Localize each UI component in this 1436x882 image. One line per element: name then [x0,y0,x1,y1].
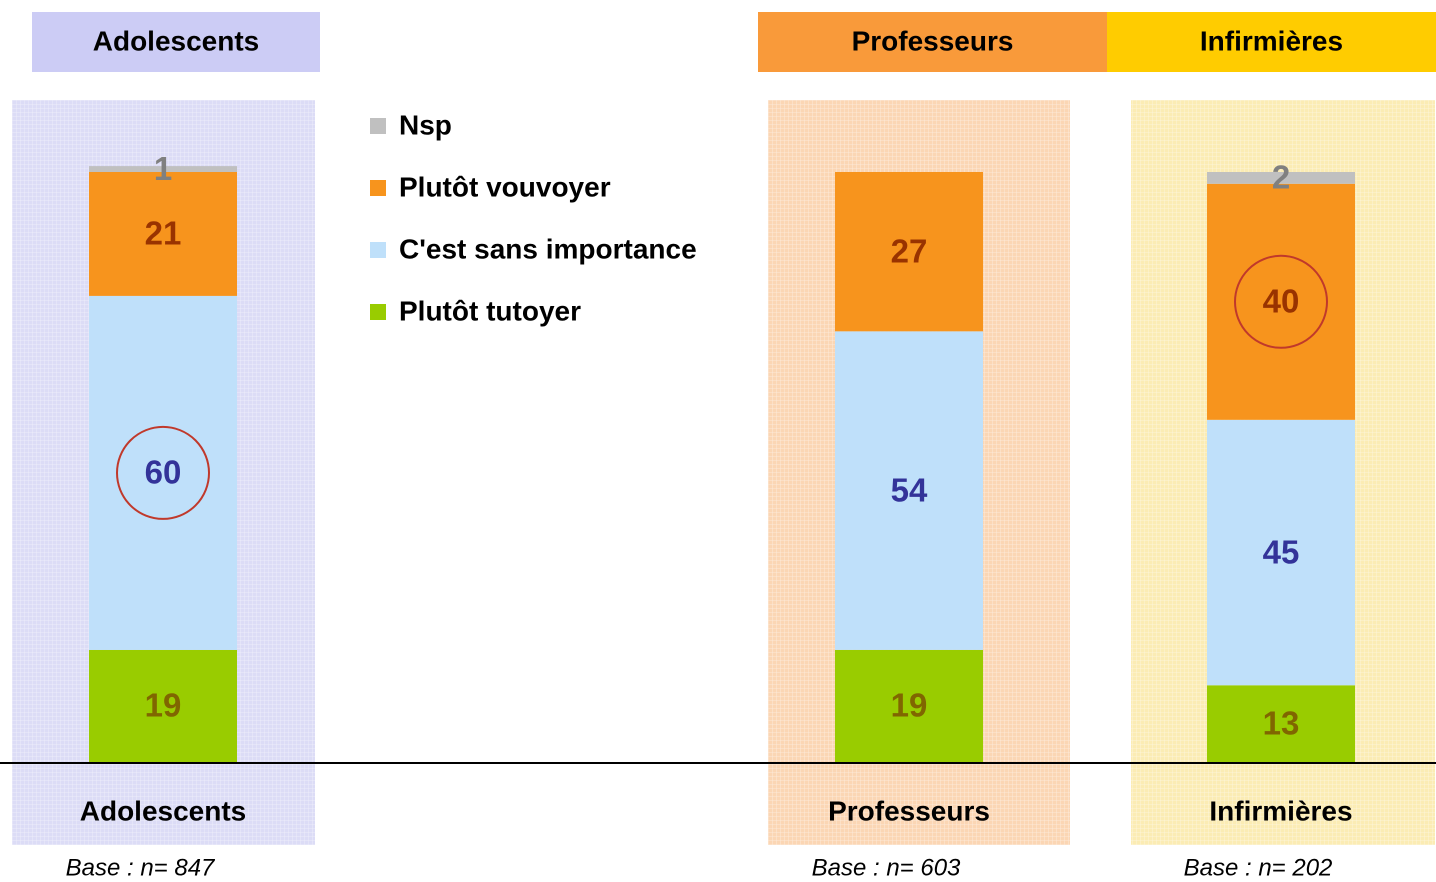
data-label: 45 [1263,533,1300,570]
legend-swatch [370,304,386,320]
data-label: 2 [1272,159,1290,196]
data-label: 19 [145,687,182,724]
legend-label: Plutôt tutoyer [399,295,581,326]
header-label: Adolescents [93,25,260,56]
bar-segment [89,166,237,172]
header-label: Professeurs [852,25,1014,56]
legend-label: Nsp [399,109,452,140]
data-label: 27 [891,232,928,269]
legend-swatch [370,118,386,134]
base-label: Base : n= 847 [66,854,216,881]
legend-swatch [370,180,386,196]
header-box [32,12,320,72]
bar-segment [89,295,237,650]
x-tick-label: Professeurs [828,795,990,826]
data-label: 21 [145,215,182,252]
data-label: 13 [1263,704,1300,741]
base-label: Base : n= 202 [1184,854,1333,881]
x-tick-label: Infirmières [1209,795,1352,826]
legend-label: C'est sans importance [399,233,697,264]
header-label: Infirmières [1200,25,1343,56]
bar-segment [1207,685,1355,762]
data-label: 19 [891,687,928,724]
header-box [758,12,1107,72]
bar-segment [1207,183,1355,420]
bar-segment [835,172,983,332]
base-label: Base : n= 603 [812,854,961,881]
legend-label: Plutôt vouvoyer [399,171,611,202]
highlight-circle [1234,254,1328,349]
data-label: 40 [1263,283,1300,320]
bar-segment [1207,172,1355,184]
data-label: 54 [891,471,928,508]
x-tick-label: Adolescents [80,795,247,826]
legend-swatch [370,242,386,258]
data-label: 1 [154,150,172,187]
data-label: 60 [145,454,182,491]
bar-segment [835,649,983,762]
bar-segment [89,172,237,296]
bar-segment [835,331,983,650]
header-box [1107,12,1436,72]
bar-segment [89,649,237,762]
highlight-circle [116,425,210,520]
bar-segment [1207,419,1355,686]
